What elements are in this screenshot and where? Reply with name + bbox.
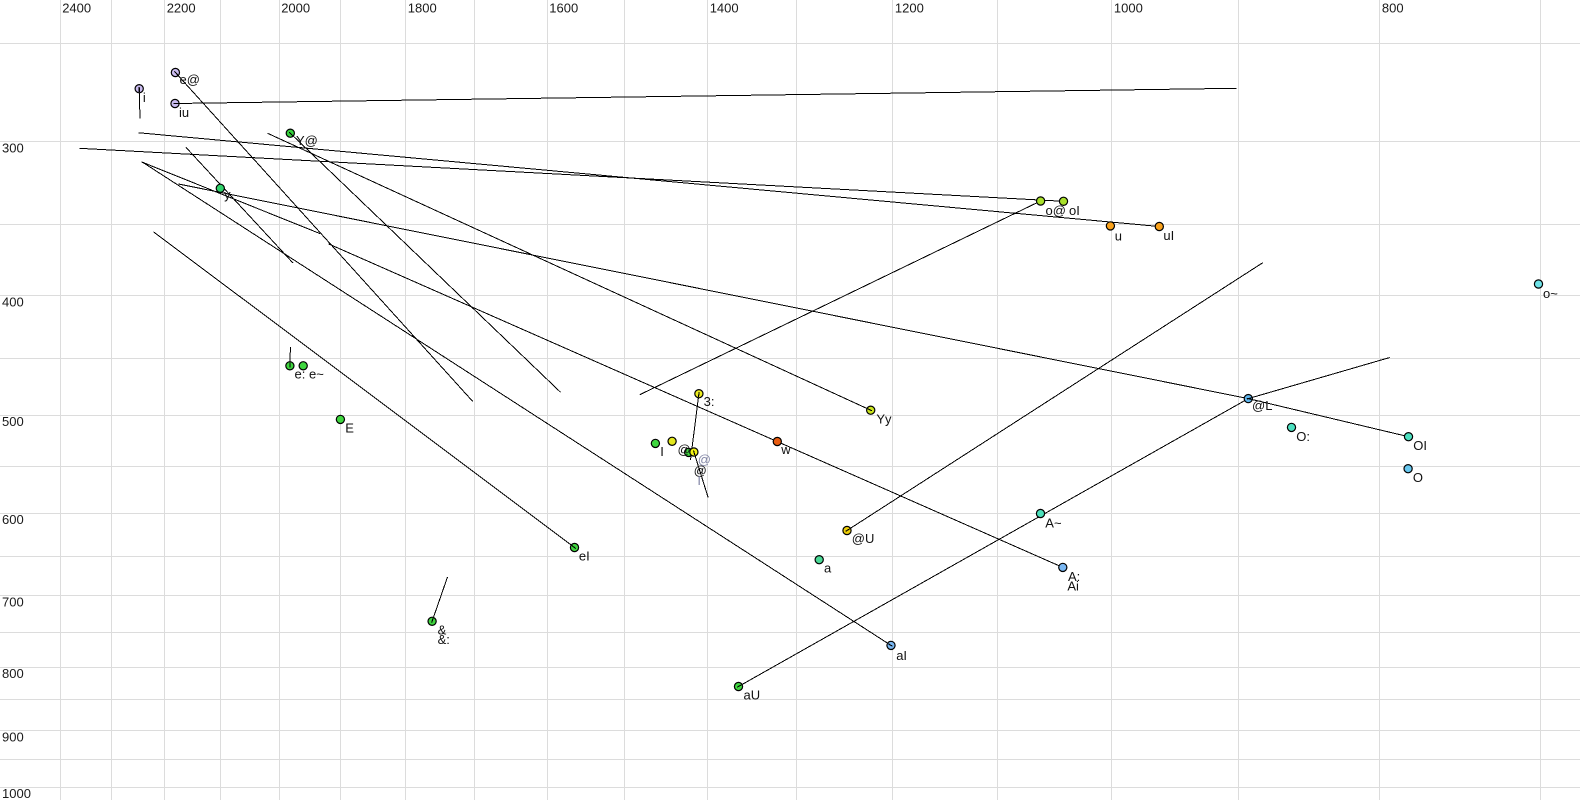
svg-text:1800: 1800 [408,1,437,16]
svg-text:1200: 1200 [895,1,924,16]
svg-text:E: E [345,420,354,435]
svg-text:2400: 2400 [62,1,91,16]
svg-text:800: 800 [1382,1,1404,16]
svg-text:OI: OI [1413,438,1427,453]
svg-text:y: y [224,187,231,202]
svg-text:uI: uI [1163,228,1174,243]
svg-text:w: w [780,442,791,457]
svg-text:u: u [1115,228,1122,243]
svg-text:O:: O: [1296,429,1310,444]
svg-text:@U: @U [852,531,875,546]
svg-text:o~: o~ [1543,286,1558,301]
svg-text:e~: e~ [309,367,324,382]
svg-text:A~: A~ [1045,516,1062,531]
svg-text:aU: aU [744,688,761,703]
svg-text:400: 400 [2,295,24,310]
svg-text:800: 800 [2,666,24,681]
svg-text:1400: 1400 [710,1,739,16]
svg-text:1600: 1600 [549,1,578,16]
svg-text:eI: eI [579,548,590,563]
svg-text:@L: @L [1252,398,1272,413]
svg-text:oI: oI [1069,203,1080,218]
svg-text:e@: e@ [180,72,200,87]
svg-text:2200: 2200 [167,1,196,16]
svg-text:e:: e: [295,367,306,382]
svg-text:O: O [1413,470,1423,485]
svg-text:2000: 2000 [281,1,310,16]
svg-text:@: @ [678,442,691,457]
svg-text:iu: iu [179,105,189,120]
svg-text:Y@: Y@ [296,133,318,148]
svg-text:o@: o@ [1046,203,1066,218]
svg-text:1000: 1000 [2,786,31,800]
svg-text:700: 700 [2,595,24,610]
svg-text:900: 900 [2,729,24,744]
svg-text:Yy: Yy [876,412,892,427]
svg-text:I: I [660,444,664,459]
svg-text:Ai: Ai [1067,578,1079,593]
svg-text:600: 600 [2,512,24,527]
svg-text:a: a [824,561,832,576]
svg-text:3:: 3: [704,394,715,409]
svg-text:500: 500 [2,414,24,429]
svg-text:I: I [697,473,701,488]
svg-text:&:: &: [438,632,450,647]
svg-text:aI: aI [896,648,907,663]
svg-text:300: 300 [2,140,24,155]
svg-text:1000: 1000 [1114,1,1143,16]
svg-text:i: i [143,90,146,105]
